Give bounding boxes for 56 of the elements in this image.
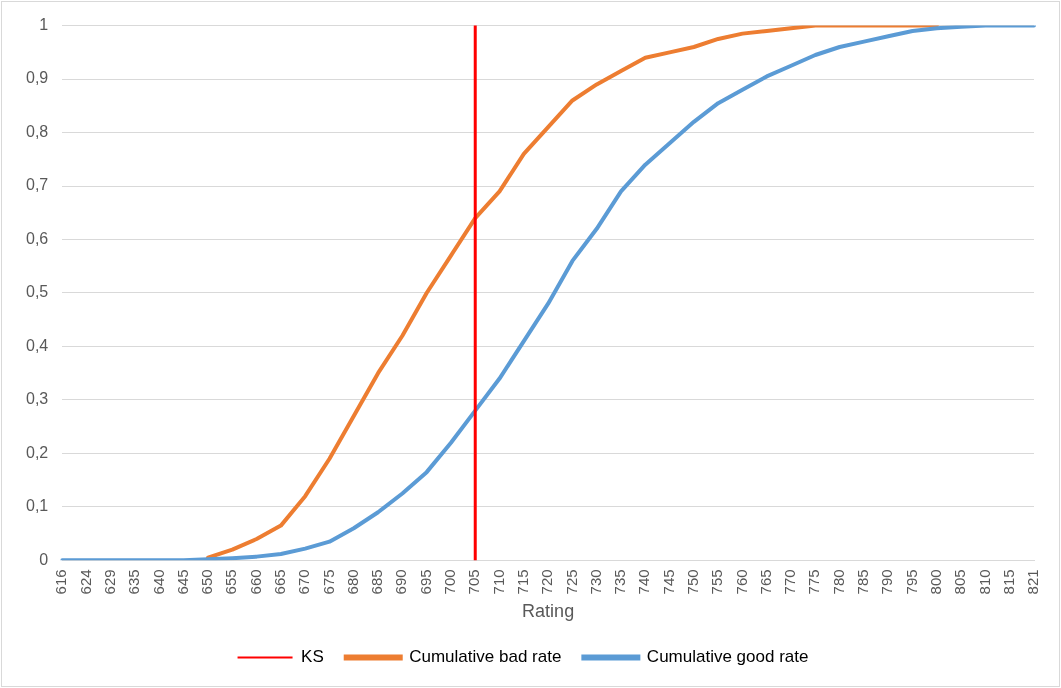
x-tick-label: 770	[781, 569, 799, 595]
x-tick-label: 645	[173, 569, 191, 595]
x-tick-label: 665	[271, 569, 289, 595]
x-tick-label: 624	[76, 569, 94, 595]
x-tick-label: 705	[465, 569, 483, 595]
y-tick-label: 0,7	[25, 176, 49, 194]
x-tick-label: 790	[878, 569, 896, 595]
x-tick-label: 725	[562, 569, 580, 595]
x-tick-label: 755	[708, 569, 726, 595]
x-tick-label: 750	[684, 569, 702, 595]
x-tick-label: 710	[489, 569, 507, 595]
x-tick-label: 795	[902, 569, 920, 595]
legend-label: Cumulative bad rate	[409, 647, 562, 667]
x-tick-label: 805	[951, 569, 969, 595]
x-tick-label: 690	[392, 569, 410, 595]
x-tick-label: 740	[635, 569, 653, 595]
x-tick-label: 675	[319, 569, 337, 595]
x-tick-label: 670	[295, 569, 313, 595]
x-tick-label: 700	[441, 569, 459, 595]
x-tick-label: 635	[125, 569, 143, 595]
y-tick-label: 0	[39, 550, 49, 568]
x-tick-label: 745	[659, 569, 677, 595]
x-tick-label: 775	[805, 569, 823, 595]
x-tick-label: 780	[829, 569, 847, 595]
x-tick-label: 785	[854, 569, 872, 595]
x-axis-title: Rating	[522, 601, 575, 622]
x-tick-label: 821	[1024, 569, 1042, 595]
x-tick-label: 765	[756, 569, 774, 595]
y-tick-label: 0,3	[25, 390, 49, 408]
x-tick-label: 760	[732, 569, 750, 595]
x-tick-label: 810	[975, 569, 993, 595]
x-tick-label: 629	[100, 569, 118, 595]
x-tick-label: 650	[198, 569, 216, 595]
y-tick-label: 0,9	[25, 69, 49, 87]
x-tick-label: 720	[538, 569, 556, 595]
x-tick-label: 680	[343, 569, 361, 595]
legend-label: KS	[301, 647, 324, 667]
x-tick-label: 616	[52, 569, 70, 595]
y-tick-label: 0,8	[25, 122, 49, 140]
x-tick-label: 655	[222, 569, 240, 595]
y-tick-label: 0,6	[25, 229, 49, 247]
y-tick-label: 0,2	[25, 443, 49, 461]
x-tick-label: 730	[586, 569, 604, 595]
y-tick-label: 1	[39, 16, 49, 34]
x-tick-label: 815	[999, 569, 1017, 595]
x-tick-label: 800	[926, 569, 944, 595]
x-tick-label: 695	[416, 569, 434, 595]
y-tick-label: 0,4	[25, 336, 49, 354]
x-tick-label: 685	[368, 569, 386, 595]
x-tick-label: 715	[513, 569, 531, 595]
y-tick-label: 0,1	[25, 497, 49, 515]
x-tick-label: 735	[611, 569, 629, 595]
y-tick-label: 0,5	[25, 283, 49, 301]
x-tick-label: 660	[246, 569, 264, 595]
x-tick-label: 640	[149, 569, 167, 595]
legend-label: Cumulative good rate	[646, 647, 809, 667]
